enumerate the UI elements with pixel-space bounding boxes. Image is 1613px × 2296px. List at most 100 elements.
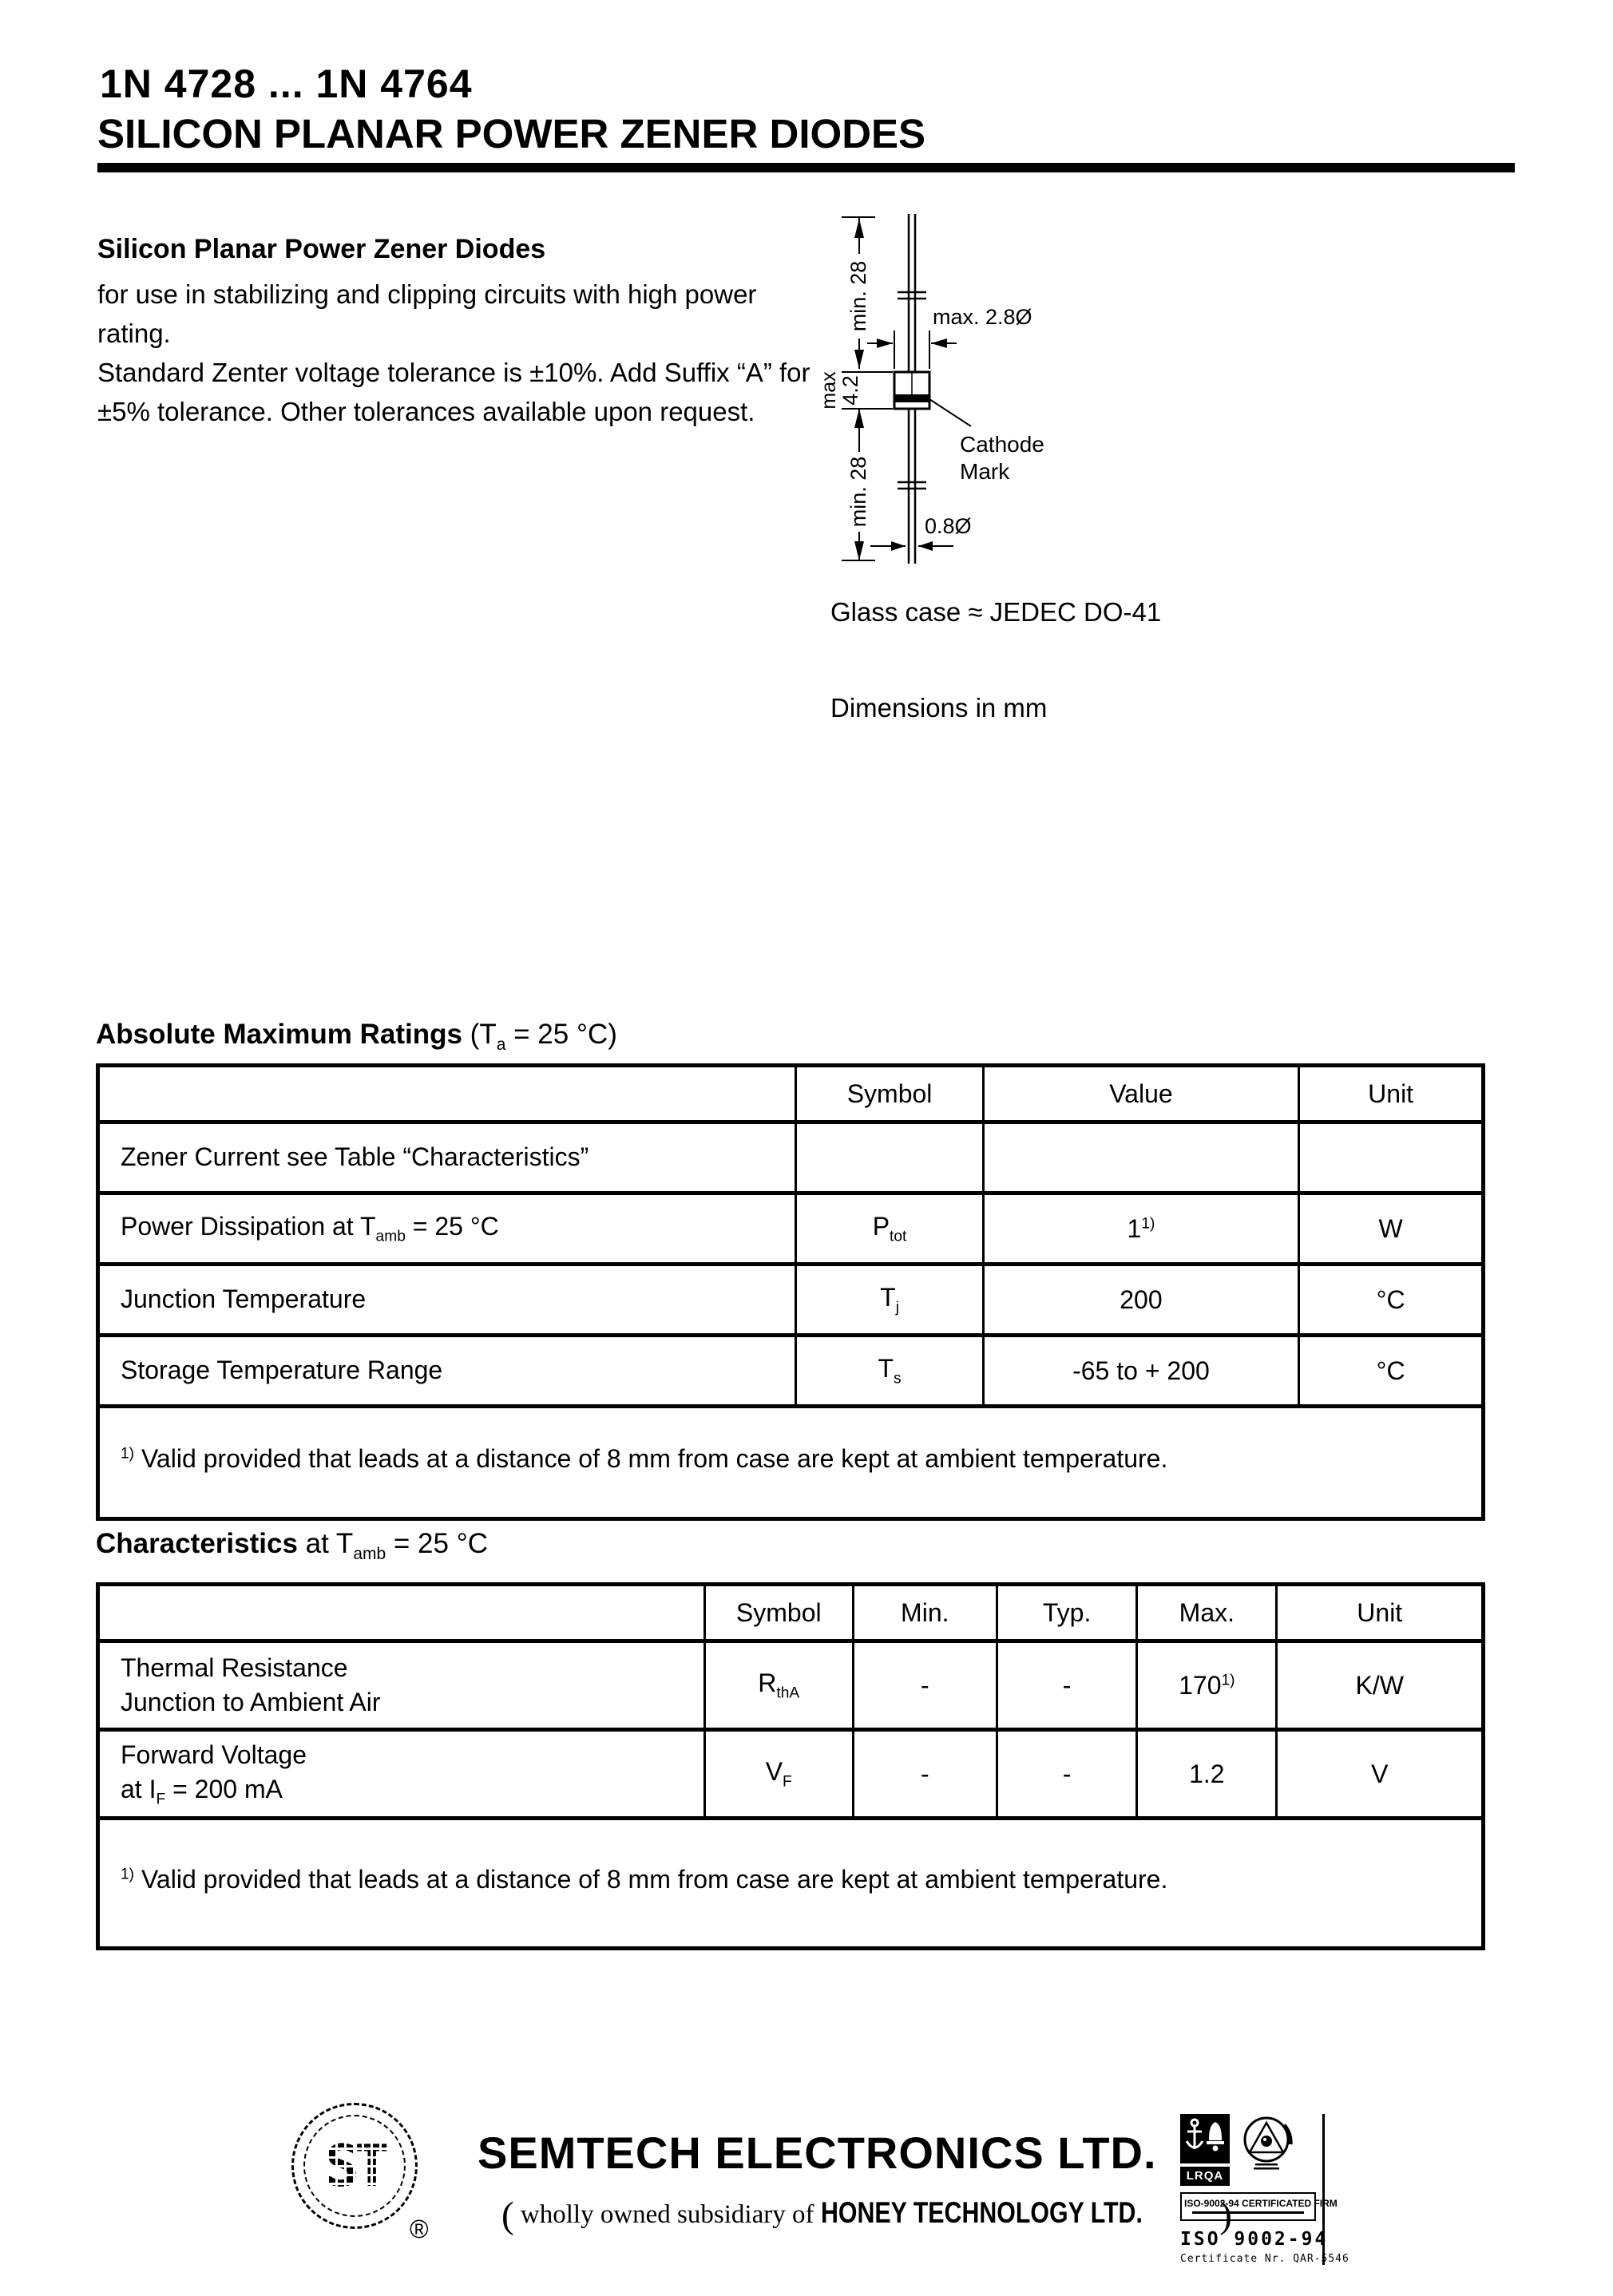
fine-print-line — [1191, 2211, 1305, 2214]
value-cell — [1298, 1120, 1484, 1195]
value-cell: K/W — [1275, 1639, 1484, 1732]
table-row: Forward Voltage at IF = 200 mA VF - -1.2 V — [97, 1728, 1484, 1820]
column-header: Max. — [1135, 1582, 1278, 1643]
footnote-row: 1) Valid provided that leads at a distan… — [97, 1404, 1484, 1521]
certified-firm-box: ISO-9002-94 CERTIFICATED FIRM — [1180, 2192, 1338, 2221]
value-cell: 200 — [981, 1262, 1301, 1337]
parameter-cell: Thermal Resistance Junction to Ambient Ai… — [97, 1639, 706, 1732]
column-header — [96, 1063, 798, 1124]
intro-line-2: Standard Zenter voltage tolerance is ±10… — [97, 358, 810, 387]
title-underline-rule — [97, 163, 1515, 172]
characteristics-table: Symbol Min. Typ. Max. Unit Thermal Resistanc… — [96, 1582, 1485, 1950]
intro-section: Silicon Planar Power Zener Diodes for us… — [97, 234, 832, 431]
subsidiary-text: wholly owned subsidiary of — [513, 2200, 821, 2229]
value-cell: Ptot — [795, 1191, 985, 1266]
table-row: Power Dissipation at Tamb = 25 °C Ptot 11)… — [96, 1191, 1484, 1266]
footnote-cell: 1) Valid provided that leads at a distan… — [97, 1404, 1484, 1521]
column-header: Value — [981, 1063, 1301, 1124]
certification-badges: LRQA — [1180, 2114, 1316, 2186]
characteristics-heading-cond: at T — [297, 1528, 354, 1559]
intro-heading: Silicon Planar Power Zener Diodes — [97, 234, 546, 264]
cathode-band — [894, 394, 929, 402]
subsidiary-open-paren: ( — [501, 2195, 514, 2236]
value-cell — [981, 1120, 1301, 1195]
parent-company-name: HONEY TECHNOLOGY LTD. — [820, 2196, 1143, 2229]
semtech-logo: ST ® — [291, 2103, 432, 2243]
abs-max-heading-cond: (T — [462, 1019, 497, 1050]
value-cell: 11) — [981, 1191, 1301, 1266]
logo-st-monogram: ST — [320, 2132, 389, 2200]
lr-certification-badge: LRQA — [1180, 2114, 1230, 2186]
abs-max-heading: Absolute Maximum Ratings (Ta = 25 °C) — [96, 1019, 617, 1055]
subsidiary-close-paren: ) — [1219, 2195, 1232, 2236]
table-row: Thermal Resistance Junction to Ambient Ai… — [97, 1639, 1484, 1732]
certification-block: LRQA ISO-9002-94 CERTIFICATED FIRM ISO 9… — [1180, 2114, 1349, 2265]
abs-max-table: Symbol Value Unit Zener Current see Table … — [96, 1063, 1485, 1521]
dimension-label-body-length-2: 4.2 — [838, 375, 862, 406]
column-header: Symbol — [703, 1582, 854, 1643]
dimension-lead-diameter — [870, 541, 953, 551]
logo-circle — [291, 2103, 418, 2229]
column-header: Typ. — [995, 1582, 1139, 1643]
certification-badge-label: LRQA — [1180, 2167, 1230, 2186]
anchor-bell-icon — [1180, 2114, 1230, 2163]
part-number-range: 1N 4728 ... 1N 4764 — [100, 61, 473, 106]
value-cell: - — [851, 1728, 999, 1820]
characteristics-heading-title: Characteristics — [96, 1528, 298, 1559]
table-row: Zener Current see Table “Characteristics… — [96, 1120, 1484, 1195]
column-header: Symbol — [795, 1063, 985, 1124]
dimension-body-diameter — [867, 331, 957, 369]
value-cell — [795, 1120, 985, 1195]
triangle-circle-icon — [1243, 2116, 1293, 2170]
column-header: Unit — [1298, 1063, 1484, 1124]
dimensions-note: Dimensions in mm — [830, 693, 1048, 722]
parameter-cell: Power Dissipation at Tamb = 25 °C — [96, 1191, 798, 1266]
value-cell: Tj — [795, 1262, 985, 1337]
value-cell: - — [851, 1639, 999, 1732]
intro-paragraph: for use in stabilizing and clipping circ… — [97, 275, 832, 431]
column-header — [97, 1582, 706, 1643]
value-cell: 1.2 — [1135, 1728, 1278, 1820]
parameter-cell: Forward Voltage at IF = 200 mA — [97, 1728, 706, 1820]
parameter-cell: Zener Current see Table “Characteristics… — [96, 1120, 798, 1195]
dimension-label-body-diameter: max. 2.8Ø — [933, 305, 1032, 329]
header-row: Symbol Value Unit — [96, 1063, 1484, 1124]
value-cell: °C — [1298, 1262, 1484, 1337]
diode-body — [893, 370, 931, 410]
dimension-body-length — [842, 408, 893, 445]
dimension-label-body-length-1: max — [822, 371, 840, 410]
value-cell: °C — [1298, 1333, 1484, 1408]
value-cell: -65 to + 200 — [981, 1333, 1301, 1408]
table-row: Junction Temperature Tj 200 °C — [96, 1262, 1484, 1337]
intro-line-3: ±5% tolerance. Other tolerances availabl… — [97, 397, 755, 426]
certificate-number-text: Certificate Nr. QAR-5546 — [1180, 2253, 1349, 2265]
lead-wire — [898, 214, 926, 564]
subsidiary-line: ( wholly owned subsidiary of HONEY TECHN… — [501, 2194, 1232, 2237]
cathode-mark-label-2: Mark — [960, 459, 1010, 484]
intro-line-1: for use in stabilizing and clipping circ… — [97, 279, 757, 348]
footnote-cell: 1) Valid provided that leads at a distan… — [97, 1816, 1484, 1950]
characteristics-heading-cond-post: = 25 °C — [386, 1528, 488, 1559]
abs-max-heading-sub: a — [496, 1035, 506, 1054]
value-cell: VF — [703, 1728, 854, 1820]
value-cell: Ts — [795, 1333, 985, 1408]
parameter-cell: Junction Temperature — [96, 1262, 798, 1337]
table-row: Storage Temperature Range Ts -65 to + 200 °… — [96, 1333, 1484, 1408]
value-cell: RthA — [703, 1639, 854, 1732]
cathode-mark-label-1: Cathode — [960, 432, 1044, 457]
abs-max-heading-title: Absolute Maximum Ratings — [96, 1019, 462, 1050]
certified-firm-text: ISO-9002-94 CERTIFICATED FIRM — [1184, 2198, 1338, 2209]
dimension-label-bottom-lead: min. 28 — [846, 457, 870, 528]
characteristics-heading-sub: amb — [353, 1545, 386, 1563]
page-title: SILICON PLANAR POWER ZENER DIODES — [97, 111, 926, 156]
dimension-label-lead-diameter: 0.8Ø — [925, 514, 972, 538]
value-cell: W — [1298, 1191, 1484, 1266]
registered-trademark-symbol: ® — [410, 2215, 429, 2243]
column-header: Unit — [1275, 1582, 1484, 1643]
column-header: Min. — [851, 1582, 999, 1643]
case-note: Glass case ≈ JEDEC DO-41 — [830, 597, 1162, 627]
parameter-cell: Storage Temperature Range — [96, 1333, 798, 1408]
footnote-row: 1) Valid provided that leads at a distan… — [97, 1816, 1484, 1950]
value-cell: - — [995, 1639, 1139, 1732]
